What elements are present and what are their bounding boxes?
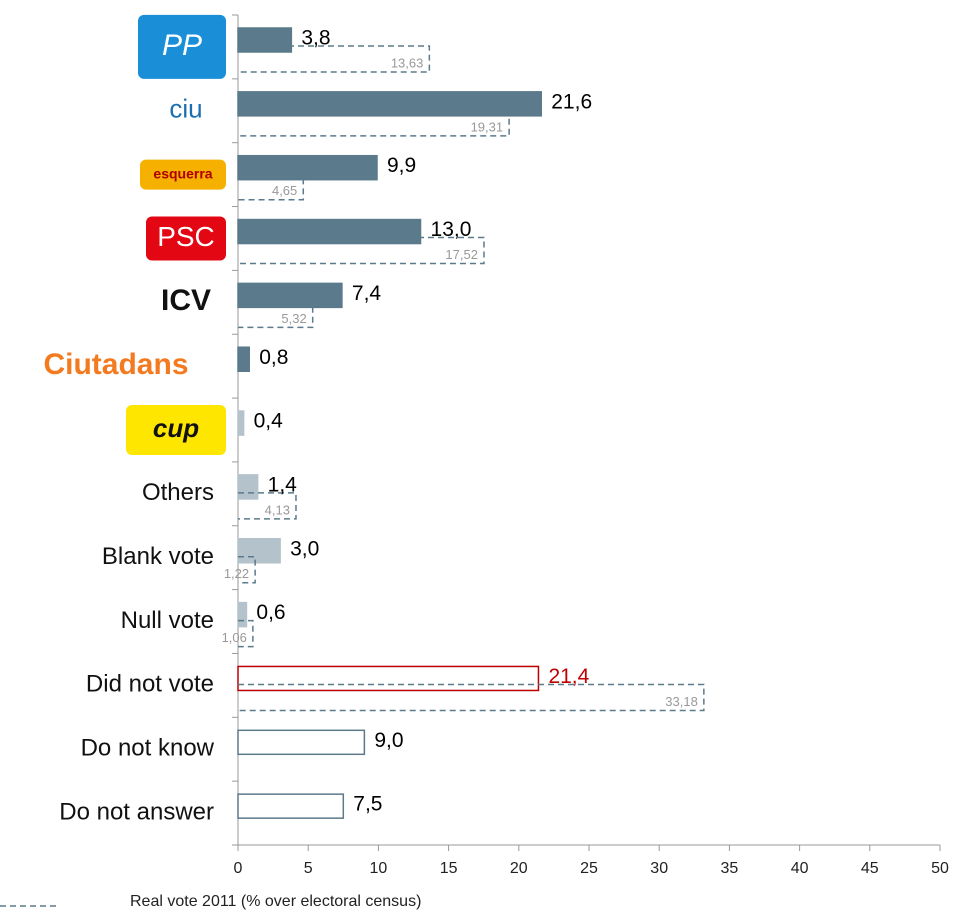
x-tick-label: 0 (234, 860, 243, 877)
bar (237, 793, 345, 819)
category-label: Null vote (121, 607, 214, 634)
x-tick-label: 40 (791, 860, 809, 877)
bar (237, 91, 543, 117)
real-vote-bar (238, 45, 431, 73)
category-label: Others (142, 479, 214, 506)
category-label: Do not answer (59, 798, 214, 825)
value-label: 21,6 (551, 90, 592, 113)
real-vote-bar (238, 683, 705, 712)
bar (237, 665, 540, 692)
real-vote-bar (238, 109, 510, 137)
category-label: esquerra (153, 165, 212, 181)
category-label: PSC (157, 221, 215, 252)
category-label: ICV (161, 284, 211, 317)
x-tick-label: 15 (440, 860, 458, 877)
bar (237, 346, 250, 372)
bar (237, 474, 259, 500)
x-tick-label: 45 (861, 860, 879, 877)
x-tick-label: 35 (721, 860, 739, 877)
value-label: 21,4 (548, 665, 589, 688)
real-vote-label: 1,06 (222, 630, 247, 645)
real-vote-label: 33,18 (665, 694, 698, 709)
bar (237, 538, 281, 564)
real-vote-label: 17,52 (445, 247, 478, 262)
value-label: 3,8 (301, 27, 330, 50)
real-vote-label: 4,65 (272, 183, 297, 198)
real-vote-label: 5,32 (281, 311, 306, 326)
real-vote-bar (238, 236, 485, 265)
category-label: Did not vote (86, 671, 214, 698)
bar (237, 410, 245, 436)
category-label: Blank vote (102, 543, 214, 570)
value-label: 3,0 (290, 537, 319, 560)
value-label: 9,9 (387, 154, 416, 177)
category-label: cup (153, 413, 199, 443)
logo-badge (138, 14, 226, 79)
logo-badge (140, 159, 226, 190)
x-tick-label: 10 (370, 860, 388, 877)
real-vote-label: 4,13 (265, 502, 290, 517)
bar (237, 729, 366, 756)
category-label: PP (162, 29, 202, 62)
value-label: 9,0 (374, 729, 403, 752)
bar (237, 282, 343, 309)
logo-badge (146, 216, 226, 261)
legend-label: Real vote 2011 (% over electoral census) (130, 893, 421, 910)
real-vote-label: 19,31 (471, 119, 504, 134)
value-label: 13,0 (431, 218, 472, 241)
value-label: 1,4 (268, 473, 298, 496)
bar (237, 27, 293, 53)
category-label: Ciutadans (43, 348, 188, 381)
real-vote-label: 1,22 (224, 566, 249, 581)
value-label: 0,4 (254, 410, 284, 433)
real-vote-bar (238, 492, 297, 520)
category-label: ciu (169, 94, 202, 124)
value-label: 7,4 (352, 282, 382, 305)
x-tick-label: 50 (931, 860, 949, 877)
value-label: 0,6 (256, 601, 285, 624)
bar (237, 218, 422, 245)
bar (237, 154, 378, 181)
logo-badge (126, 405, 226, 455)
real-vote-bar (238, 172, 305, 201)
real-vote-label: 13,63 (391, 55, 424, 70)
value-label: 7,5 (353, 793, 382, 816)
x-tick-label: 5 (304, 860, 313, 877)
bar (237, 601, 248, 628)
x-tick-label: 25 (580, 860, 598, 877)
value-label: 0,8 (259, 346, 288, 369)
category-label: Do not know (81, 735, 215, 762)
x-tick-label: 20 (510, 860, 528, 877)
real-vote-bar (238, 556, 256, 584)
x-tick-label: 30 (650, 860, 668, 877)
